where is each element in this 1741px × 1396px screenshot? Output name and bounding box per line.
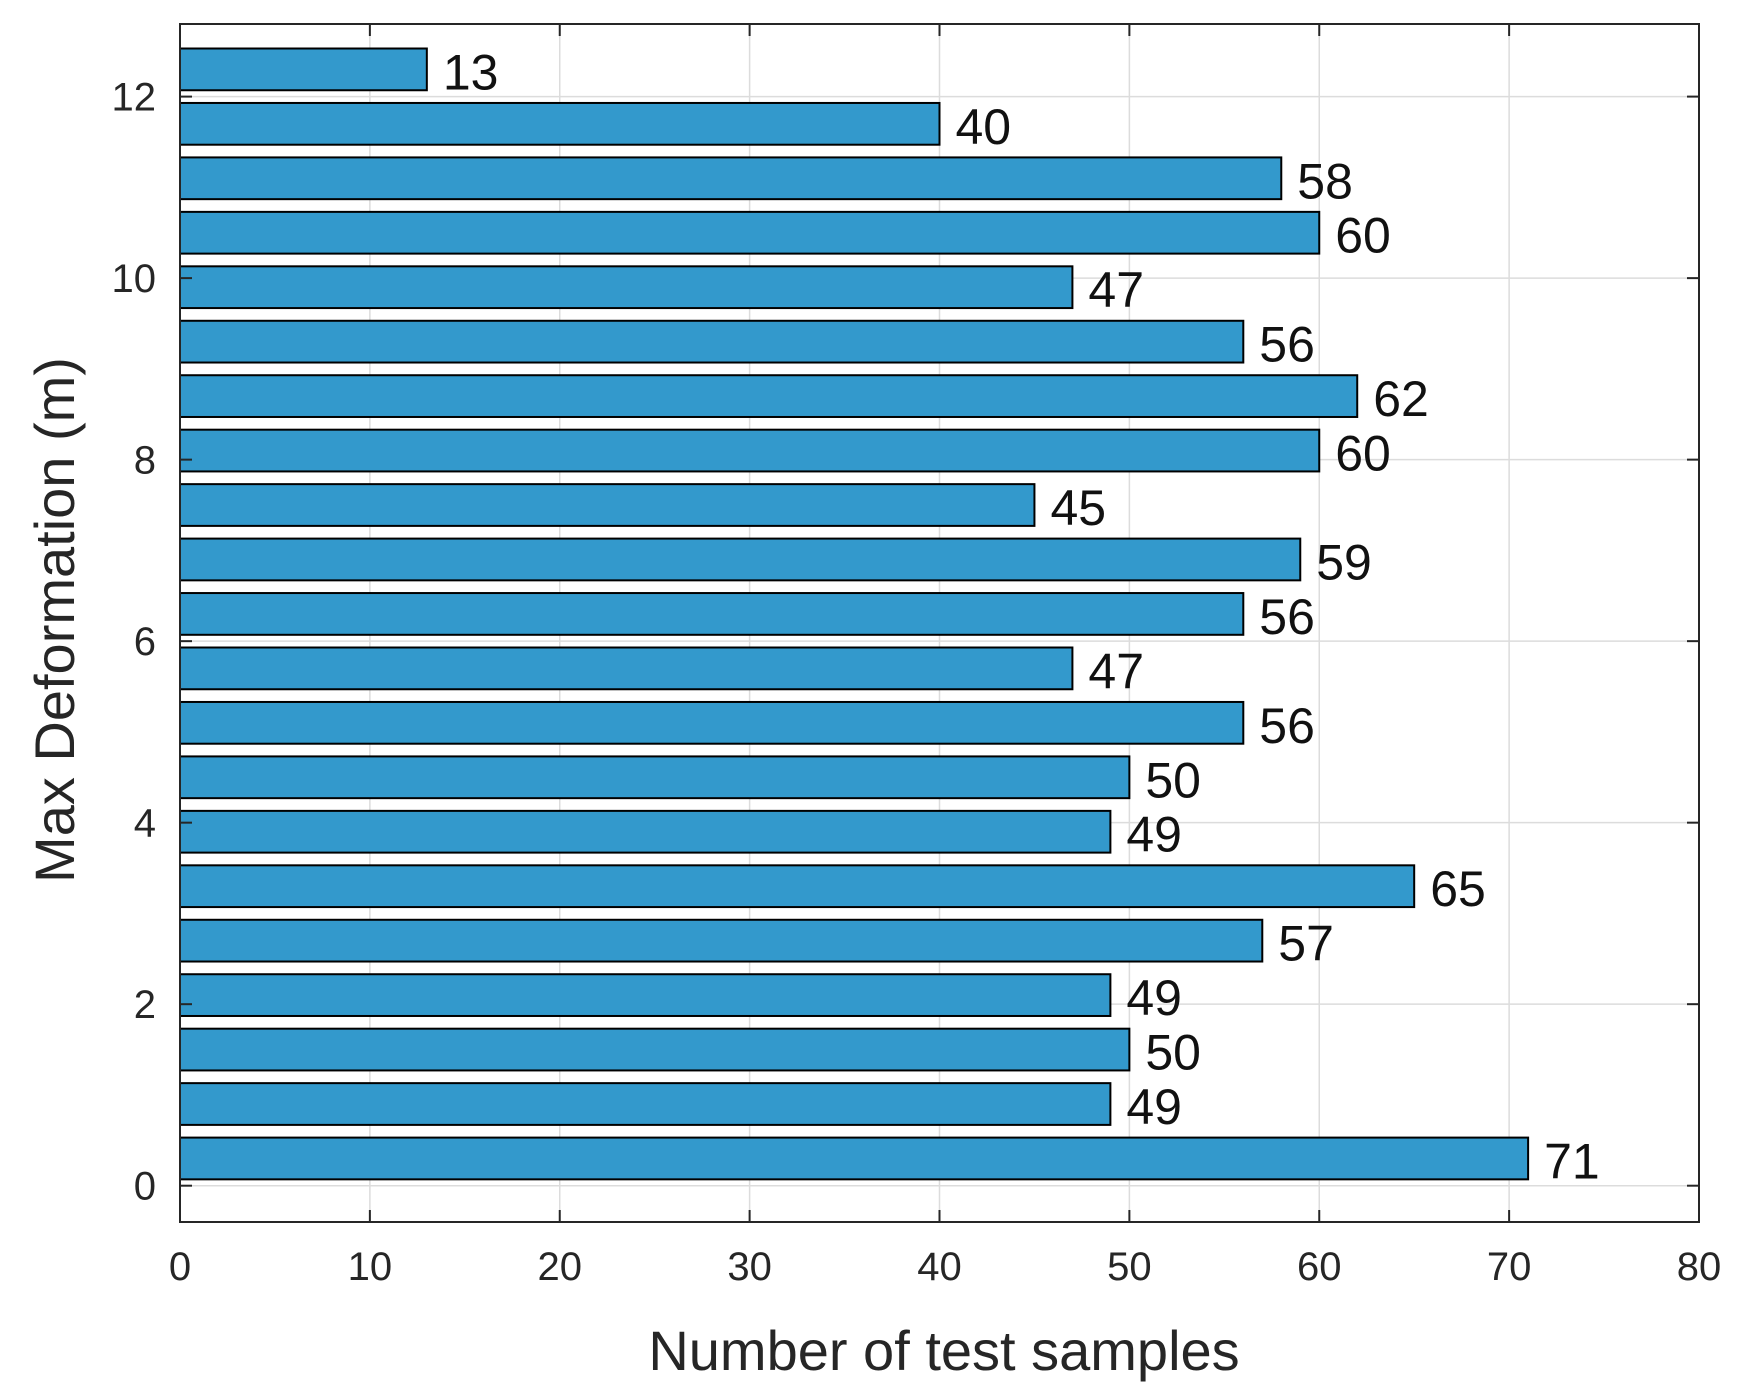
- y-tick-label: 4: [134, 802, 156, 846]
- bar: [179, 156, 1283, 201]
- bar: [179, 319, 1245, 364]
- bar: [179, 592, 1245, 636]
- x-axis-title: Number of test samples: [648, 1319, 1239, 1382]
- data-label: 50: [1145, 752, 1201, 808]
- y-tick-label: 8: [134, 439, 156, 483]
- data-label: 47: [1088, 262, 1144, 318]
- bar: [179, 1136, 1530, 1181]
- y-tick-label: 0: [134, 1165, 156, 1209]
- y-axis-title: Max Deformation (m): [23, 357, 86, 883]
- data-label: 56: [1259, 698, 1315, 754]
- y-axis-ticks: 0 2 4 6 8 10 12: [112, 76, 1699, 1209]
- y-tick-label: 6: [134, 620, 156, 664]
- data-label: 62: [1373, 371, 1429, 427]
- data-label: 13: [443, 44, 499, 100]
- bar: [179, 101, 941, 146]
- data-label: 49: [1126, 807, 1182, 863]
- data-label: 45: [1050, 480, 1106, 536]
- data-label: 65: [1430, 861, 1486, 917]
- x-tick-label: 40: [917, 1245, 962, 1289]
- bar: [179, 1027, 1131, 1072]
- x-tick-label: 70: [1487, 1245, 1532, 1289]
- bar: [179, 47, 428, 92]
- data-label: 71: [1544, 1133, 1600, 1189]
- bar: [179, 537, 1302, 582]
- data-label: 49: [1126, 1079, 1182, 1135]
- bar: [179, 374, 1359, 418]
- bar: [179, 918, 1264, 963]
- bar: [179, 973, 1112, 1017]
- x-tick-label: 30: [727, 1245, 772, 1289]
- data-label: 47: [1088, 643, 1144, 699]
- data-label: 50: [1145, 1025, 1201, 1081]
- y-tick-label: 10: [112, 257, 157, 301]
- x-tick-label: 60: [1297, 1245, 1342, 1289]
- bar: [179, 755, 1131, 800]
- bar: [179, 265, 1074, 310]
- data-label: 40: [956, 99, 1012, 155]
- y-tick-label: 12: [112, 76, 157, 120]
- x-axis-ticks: 0 10 20 30 40 50 60 70 80: [169, 24, 1721, 1289]
- y-tick-label: 2: [134, 983, 156, 1027]
- data-label: 49: [1126, 970, 1182, 1026]
- data-label: 58: [1297, 153, 1353, 209]
- data-label: 57: [1278, 916, 1334, 972]
- data-label: 60: [1335, 426, 1391, 482]
- bars: [179, 47, 1530, 1181]
- bar: [179, 210, 1321, 255]
- x-tick-label: 50: [1107, 1245, 1152, 1289]
- x-tick-label: 0: [169, 1245, 191, 1289]
- bar: [179, 428, 1321, 473]
- bar: [179, 700, 1245, 745]
- x-tick-label: 80: [1677, 1245, 1722, 1289]
- bar: [179, 809, 1112, 854]
- data-labels: 7149504957654950564756594560625647605840…: [443, 44, 1600, 1189]
- bar: [179, 646, 1074, 691]
- data-label: 59: [1316, 534, 1372, 590]
- data-label: 56: [1259, 589, 1315, 645]
- data-label: 60: [1335, 208, 1391, 264]
- bar: [179, 864, 1416, 909]
- x-tick-label: 20: [538, 1245, 583, 1289]
- x-tick-label: 10: [348, 1245, 393, 1289]
- data-label: 56: [1259, 317, 1315, 373]
- bar: [179, 483, 1036, 527]
- bar: [179, 1082, 1112, 1126]
